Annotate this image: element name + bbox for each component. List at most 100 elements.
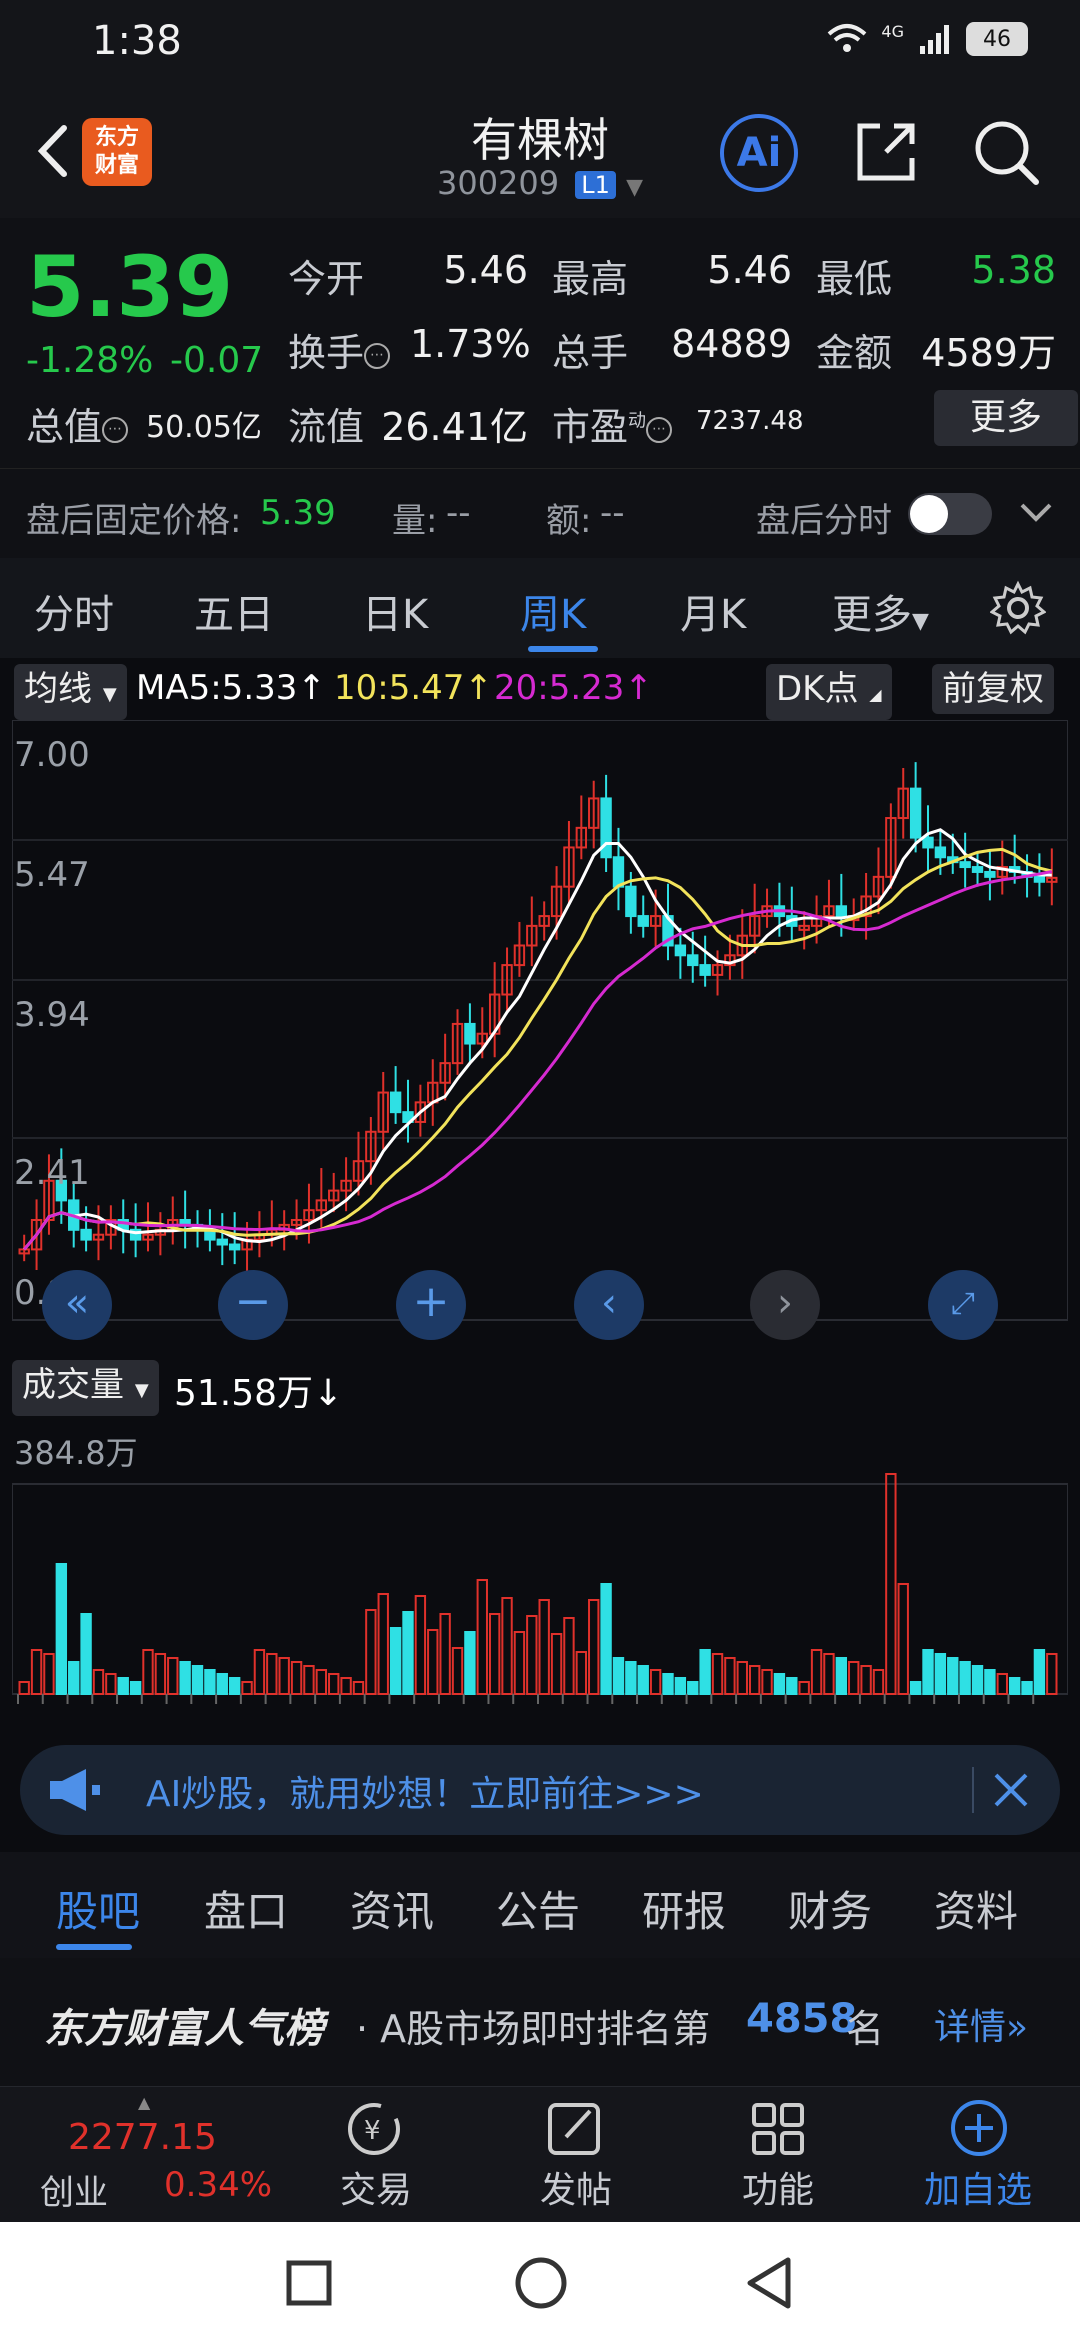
- nav-post[interactable]: 发帖: [539, 2170, 612, 2211]
- promo-banner[interactable]: AI炒股，就用妙想！立即前往>>>: [20, 1745, 1060, 1835]
- float-label: 流值: [288, 405, 365, 449]
- tab-more-label: 更多: [832, 592, 912, 638]
- volume-bar: [637, 1665, 649, 1695]
- tab-daily-k[interactable]: 日K: [362, 592, 429, 638]
- stock-code-row[interactable]: 300209 L1 ▼: [0, 164, 1080, 202]
- more-button[interactable]: 更多: [934, 390, 1078, 446]
- double-chevron-right-icon: »: [1006, 2007, 1029, 2048]
- post-icon[interactable]: [544, 2099, 604, 2159]
- corner-icon: ◢: [869, 685, 882, 704]
- volume-bar: [1033, 1649, 1046, 1695]
- candle-body: [885, 817, 897, 878]
- bottom-navigation: ▲ 2277.15 创业 0.34% ¥ 交易 发帖 功能 加自选: [0, 2086, 1080, 2222]
- scroll-left-icon[interactable]: ‹: [574, 1270, 644, 1340]
- trade-icon[interactable]: ¥: [342, 2099, 406, 2159]
- tab-indicator: [528, 646, 598, 652]
- candle-body: [328, 1189, 340, 1202]
- nav-add-watchlist[interactable]: 加自选: [923, 2170, 1032, 2211]
- candle-body: [649, 915, 662, 927]
- volume-bar: [687, 1681, 699, 1695]
- tab-five-day[interactable]: 五日: [194, 592, 274, 638]
- kline-svg: 7.00 5.47 3.94 2.41 0.88 20240208 202407…: [12, 720, 1068, 1720]
- volume-bar: [389, 1627, 402, 1695]
- back-triangle-icon[interactable]: [744, 2256, 794, 2310]
- tab-profile[interactable]: 资料: [934, 1887, 1019, 1936]
- volume-bar: [550, 1633, 563, 1695]
- volume-bar: [538, 1599, 550, 1695]
- candle-body: [451, 1022, 464, 1065]
- candle-body: [18, 1248, 30, 1255]
- back-arrow-icon[interactable]: [24, 116, 84, 186]
- gear-icon[interactable]: [990, 580, 1046, 636]
- fullscreen-icon[interactable]: ⤢: [928, 1270, 998, 1340]
- volume-selector[interactable]: 成交量 ▼: [12, 1360, 159, 1416]
- tab-monthly-k[interactable]: 月K: [680, 592, 747, 638]
- volume-bar: [823, 1653, 835, 1695]
- volume-bar: [984, 1669, 996, 1695]
- add-circle-icon[interactable]: [948, 2097, 1010, 2159]
- ma-selector[interactable]: 均线 ▼: [14, 664, 127, 720]
- mcap-label-text: 总值: [26, 405, 103, 449]
- info-icon[interactable]: ⋯: [646, 416, 673, 443]
- ma5-line: [23, 828, 1052, 1251]
- rank-detail-link[interactable]: 详情»: [934, 1998, 1028, 2050]
- volume-bar: [526, 1615, 538, 1695]
- ma10-value: 10:5.47↑: [334, 668, 493, 708]
- adjust-button[interactable]: 前复权: [932, 664, 1054, 714]
- tab-announcements[interactable]: 公告: [496, 1887, 581, 1936]
- scroll-right-icon[interactable]: ›: [750, 1270, 820, 1340]
- amount-value: 4589万: [921, 331, 1056, 375]
- network-label: 4G: [881, 22, 904, 41]
- kline-chart[interactable]: 均线 ▼ MA5:5.33↑ 10:5.47↑ 20:5.23↑ DK点 ◢ 前…: [0, 658, 1080, 1726]
- info-icon[interactable]: ⋯: [102, 416, 129, 443]
- recent-apps-icon[interactable]: [286, 2260, 332, 2306]
- tab-news[interactable]: 资讯: [350, 1887, 435, 1936]
- x-axis-labels: 20240208 20240719 20250117 20250718: [14, 1715, 1059, 1720]
- ai-button[interactable]: Ai: [720, 114, 798, 192]
- volume-bar: [711, 1653, 724, 1695]
- volume-bar: [1046, 1653, 1058, 1695]
- x-tick: 20250718: [886, 1715, 1059, 1720]
- tab-pankou[interactable]: 盘口: [204, 1887, 289, 1936]
- mcap-label: 总值 ⋯: [26, 396, 129, 451]
- tab-finance[interactable]: 财务: [788, 1887, 873, 1936]
- zoom-in-icon[interactable]: +: [396, 1270, 466, 1340]
- tab-intraday[interactable]: 分时: [34, 592, 114, 638]
- info-icon[interactable]: ⋯: [364, 342, 391, 369]
- scroll-left-fast-icon[interactable]: «: [42, 1270, 112, 1340]
- candle-body: [934, 846, 947, 859]
- after-hours-label: 盘后固定价格:: [26, 501, 242, 541]
- popularity-rank[interactable]: 东方财富人气榜 · A股市场即时排名第 4858 名 详情»: [0, 1958, 1080, 2086]
- index-pct: 0.34%: [164, 2165, 273, 2205]
- volume-bar: [798, 1681, 810, 1695]
- close-icon[interactable]: [992, 1771, 1030, 1809]
- share-icon[interactable]: [850, 116, 922, 188]
- volume-bar: [30, 1649, 43, 1695]
- volume-bar: [179, 1661, 191, 1695]
- candle-body: [129, 1228, 142, 1241]
- home-icon[interactable]: [514, 2256, 568, 2310]
- wifi-icon: [828, 24, 867, 52]
- tab-weekly-k[interactable]: 周K: [520, 592, 587, 638]
- after-hours-toggle[interactable]: [908, 493, 992, 535]
- candle-body: [563, 846, 575, 888]
- search-icon[interactable]: [970, 116, 1042, 188]
- nav-trade[interactable]: 交易: [339, 2170, 412, 2211]
- tab-research[interactable]: 研报: [642, 1887, 727, 1936]
- dk-point-button[interactable]: DK点 ◢: [766, 664, 892, 720]
- tab-more[interactable]: 更多▼: [832, 582, 929, 640]
- volume-bar: [315, 1669, 328, 1695]
- chevron-down-icon[interactable]: [1018, 499, 1054, 527]
- volume-bar: [352, 1681, 365, 1695]
- ma20-line: [23, 870, 1053, 1251]
- candle-body: [897, 787, 909, 820]
- volume-bar: [427, 1629, 439, 1695]
- megaphone-icon: [50, 1769, 100, 1811]
- volume-bar: [835, 1657, 848, 1695]
- zoom-out-icon[interactable]: −: [218, 1270, 288, 1340]
- grid-icon[interactable]: [748, 2099, 808, 2159]
- nav-functions[interactable]: 功能: [741, 2170, 814, 2211]
- tab-guba[interactable]: 股吧: [56, 1887, 141, 1936]
- low-label: 最低: [816, 257, 893, 301]
- pe-value: 7237.48: [696, 406, 804, 436]
